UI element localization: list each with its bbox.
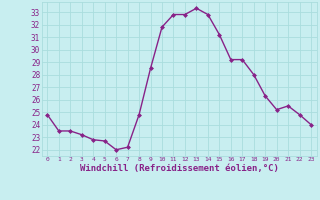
X-axis label: Windchill (Refroidissement éolien,°C): Windchill (Refroidissement éolien,°C) [80, 164, 279, 173]
